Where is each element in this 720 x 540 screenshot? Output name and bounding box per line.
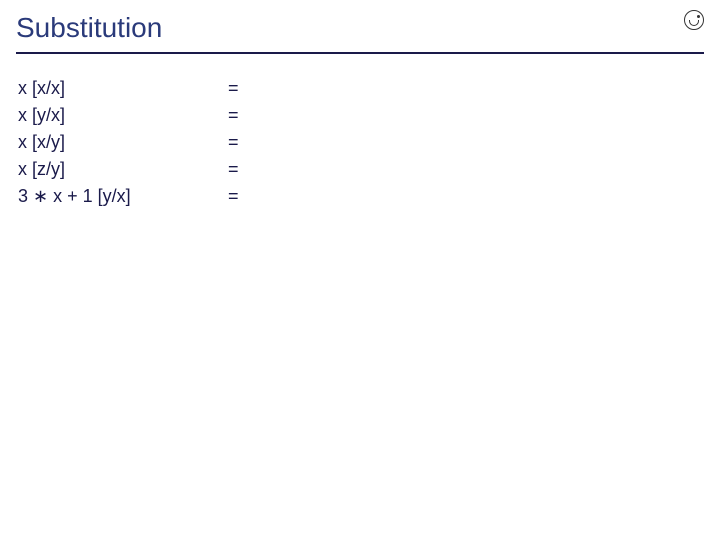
equals-sign: =	[228, 186, 248, 207]
equals-sign: =	[228, 132, 248, 153]
expression-text: x [z/y]	[18, 159, 228, 180]
slide-container: Substitution x [x/x] = x [y/x] = x [x/y]…	[0, 0, 720, 540]
substitution-row: 3 ∗ x + 1 [y/x] =	[18, 186, 704, 207]
expression-text: 3 ∗ x + 1 [y/x]	[18, 186, 228, 207]
expression-text: x [y/x]	[18, 105, 228, 126]
slide-body: x [x/x] = x [y/x] = x [x/y] = x [z/y] = …	[16, 78, 704, 207]
logo-icon	[684, 10, 706, 32]
substitution-row: x [y/x] =	[18, 105, 704, 126]
equals-sign: =	[228, 78, 248, 99]
substitution-row: x [x/x] =	[18, 78, 704, 99]
slide-title: Substitution	[16, 12, 704, 54]
expression-text: x [x/x]	[18, 78, 228, 99]
expression-text: x [x/y]	[18, 132, 228, 153]
substitution-row: x [z/y] =	[18, 159, 704, 180]
substitution-row: x [x/y] =	[18, 132, 704, 153]
equals-sign: =	[228, 105, 248, 126]
equals-sign: =	[228, 159, 248, 180]
